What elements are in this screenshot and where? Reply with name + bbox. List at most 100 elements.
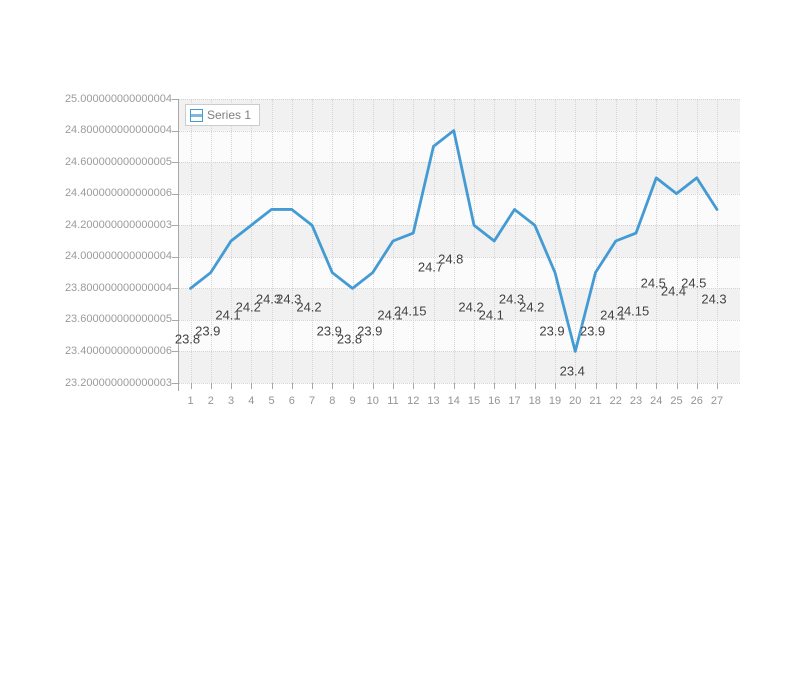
- x-axis-tick: [231, 383, 232, 389]
- point-label: 23.9: [579, 323, 606, 339]
- y-tick-label: 25.000000000000004: [64, 92, 172, 105]
- x-tick-label: 18: [528, 395, 541, 407]
- point-label: 23.9: [539, 323, 565, 339]
- point-label: 23.4: [559, 363, 585, 379]
- y-tick-label: 23.600000000000005: [64, 313, 172, 326]
- x-gridline: [251, 99, 253, 383]
- y-gridline: [178, 256, 740, 258]
- x-tick-label: 15: [467, 395, 481, 407]
- x-gridline: [595, 99, 597, 383]
- y-axis-tick: [172, 351, 178, 353]
- y-axis-tick: [172, 319, 178, 321]
- x-gridline: [352, 99, 354, 383]
- x-tick-label: 25: [670, 395, 683, 407]
- line-series-legend-marker-icon: [190, 108, 203, 122]
- y-axis-tick: [172, 130, 178, 132]
- y-gridline: [178, 99, 740, 100]
- y-tick-label: 24.000000000000004: [64, 250, 172, 263]
- x-axis-tick: [717, 383, 718, 389]
- x-tick-label: 23: [629, 395, 643, 407]
- x-tick-label: 17: [508, 395, 521, 407]
- point-label: 24.15: [616, 303, 650, 319]
- x-tick-label: 7: [308, 395, 316, 407]
- x-gridline: [534, 99, 536, 383]
- point-label: 24.1: [478, 307, 504, 323]
- x-tick-label: 5: [268, 395, 275, 407]
- point-label: 23.8: [336, 331, 363, 347]
- x-gridline: [514, 99, 516, 383]
- x-gridline: [372, 99, 374, 383]
- x-gridline: [190, 99, 192, 383]
- x-axis-tick: [190, 383, 192, 389]
- x-gridline: [271, 99, 273, 383]
- y-tick-label: 23.200000000000003: [64, 376, 172, 389]
- x-axis-tick: [453, 383, 455, 389]
- x-axis-tick: [696, 383, 698, 389]
- x-tick-label: 21: [589, 395, 602, 407]
- y-gridline: [178, 130, 740, 132]
- point-label: 24.3: [701, 291, 727, 307]
- y-gridline: [178, 351, 740, 353]
- x-gridline: [433, 99, 435, 383]
- x-axis-tick: [291, 383, 293, 389]
- x-gridline: [413, 99, 415, 383]
- x-gridline: [474, 99, 475, 383]
- x-gridline: [575, 99, 577, 383]
- y-axis-line: [178, 99, 179, 391]
- point-label: 24.5: [640, 275, 666, 291]
- x-tick-label: 26: [690, 395, 703, 407]
- point-label: 24.8: [438, 251, 464, 267]
- x-gridline: [717, 99, 718, 383]
- x-axis-tick: [372, 383, 374, 389]
- y-tick-label: 23.800000000000004: [64, 281, 172, 294]
- x-axis-tick: [595, 383, 597, 389]
- x-tick-label: 4: [248, 395, 255, 407]
- point-label: 24.4: [660, 283, 687, 299]
- x-gridline: [656, 99, 658, 383]
- point-label: 24.3: [498, 291, 525, 307]
- point-label: 24.15: [393, 303, 427, 319]
- x-axis-tick: [210, 383, 212, 389]
- y-tick-label: 23.400000000000006: [64, 344, 172, 357]
- x-gridline: [555, 99, 556, 383]
- x-gridline: [332, 99, 334, 383]
- point-label: 24.2: [519, 299, 545, 315]
- x-gridline: [453, 99, 455, 383]
- y-tick-label: 24.800000000000004: [64, 124, 172, 137]
- point-label: 24.3: [276, 291, 302, 307]
- x-axis-tick: [433, 383, 435, 389]
- y-tick-label: 24.400000000000006: [64, 187, 172, 200]
- x-axis-tick: [393, 383, 394, 389]
- x-tick-label: 14: [447, 395, 460, 407]
- x-axis-tick: [615, 383, 617, 389]
- y-gridline: [178, 383, 740, 384]
- x-tick-label: 16: [488, 395, 501, 407]
- point-label: 24.3: [255, 291, 282, 307]
- y-gridline: [178, 162, 740, 164]
- x-gridline: [636, 99, 637, 383]
- x-axis-tick: [575, 383, 577, 389]
- legend[interactable]: Series 1: [185, 104, 261, 126]
- x-axis-tick: [352, 383, 354, 389]
- x-tick-label: 12: [407, 395, 420, 407]
- x-axis-tick: [636, 383, 637, 389]
- point-label: 24.2: [296, 299, 322, 315]
- x-axis-tick: [656, 383, 658, 389]
- x-axis-tick: [271, 383, 273, 389]
- y-gridline: [178, 319, 740, 321]
- y-tick-label: 24.200000000000003: [64, 218, 172, 231]
- x-tick-label: 13: [427, 395, 440, 407]
- point-label: 23.9: [316, 323, 342, 339]
- y-axis-tick: [172, 288, 178, 290]
- point-label: 24.1: [215, 307, 241, 323]
- x-axis-tick: [413, 383, 415, 389]
- x-tick-label: 9: [349, 395, 356, 407]
- x-gridline: [210, 99, 212, 383]
- x-tick-label: 2: [207, 395, 214, 407]
- y-axis-tick: [172, 193, 178, 195]
- legend-series-label: Series 1: [207, 108, 252, 122]
- x-axis-tick: [251, 383, 253, 389]
- point-label: 24.7: [417, 259, 444, 275]
